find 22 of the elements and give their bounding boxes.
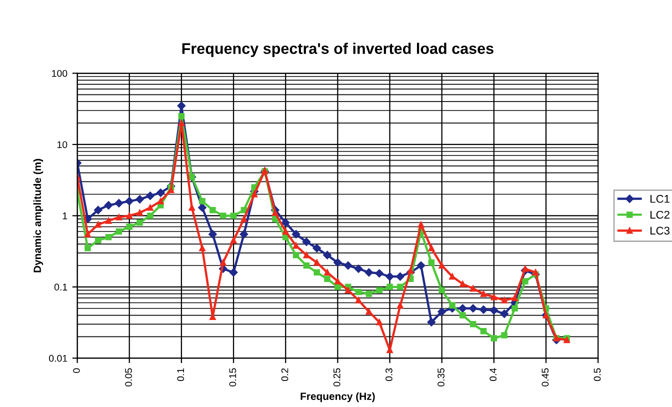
y-tick-label: 0.01 <box>49 354 68 362</box>
x-tick-label: 0.15 <box>229 368 236 386</box>
x-tick-label: 0.5 <box>594 368 601 382</box>
x-tick-label: 0.3 <box>385 368 392 382</box>
x-tick-label: 0.05 <box>125 368 132 386</box>
x-tick-label: 0.25 <box>333 368 340 386</box>
y-tick-label: 10 <box>57 141 68 148</box>
y-axis-title: Dynamic amplitude (m) <box>33 158 44 272</box>
x-tick-label: 0.4 <box>490 368 497 382</box>
legend-label: LC3 <box>650 226 670 235</box>
x-tick-label: 0.1 <box>177 368 184 382</box>
x-tick-label: 0.2 <box>281 368 288 382</box>
x-tick-label: 0 <box>73 368 80 373</box>
y-tick-label: 0.1 <box>54 284 68 291</box>
legend-label: LC1 <box>650 194 670 203</box>
legend-label: LC2 <box>650 210 670 219</box>
x-tick-label: 0.35 <box>438 368 444 386</box>
y-tick-label: 100 <box>52 70 68 77</box>
x-axis-title: Frequency (Hz) <box>300 392 375 402</box>
y-tick-label: 1 <box>62 212 68 220</box>
x-tick-label: 0.45 <box>542 368 549 386</box>
chart-title: Frequency spectra's of inverted load cases <box>182 42 494 57</box>
